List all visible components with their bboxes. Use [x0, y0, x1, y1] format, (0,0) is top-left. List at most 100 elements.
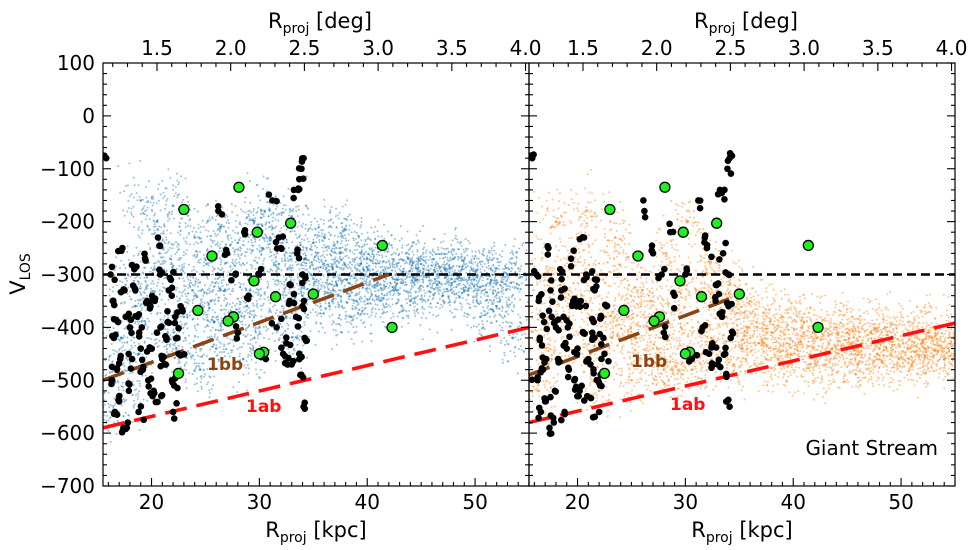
model-point [398, 258, 401, 261]
model-point [215, 355, 218, 358]
model-point [199, 303, 202, 306]
model-point [369, 260, 372, 263]
model-point [150, 332, 153, 335]
model-point [163, 287, 166, 290]
model-point [218, 287, 221, 290]
model-point [474, 250, 477, 253]
model-point [392, 259, 395, 262]
model-point [351, 307, 354, 310]
model-point [412, 261, 415, 264]
model-point [400, 258, 403, 261]
model-point [363, 300, 366, 303]
model-point [416, 312, 419, 315]
model-point [441, 252, 444, 255]
model-point [305, 247, 308, 250]
model-point [492, 300, 495, 303]
model-point [260, 278, 263, 281]
model-point [340, 289, 343, 292]
model-point [279, 311, 282, 314]
model-point [339, 298, 342, 301]
model-point [436, 253, 439, 256]
model-point [341, 257, 344, 260]
model-point [282, 307, 285, 310]
model-point [305, 249, 308, 252]
model-point [356, 279, 359, 282]
model-point [219, 323, 222, 326]
model-point [341, 226, 344, 229]
model-point [215, 344, 218, 347]
model-point [413, 297, 416, 300]
model-point [371, 275, 374, 278]
model-point [396, 289, 399, 292]
model-point [304, 254, 307, 257]
model-point [246, 223, 249, 226]
model-point [314, 280, 317, 283]
model-point [497, 291, 500, 294]
model-point [268, 243, 271, 246]
model-point [255, 291, 258, 294]
model-point [343, 217, 346, 220]
model-point [443, 277, 446, 280]
model-point [353, 249, 356, 252]
model-point [510, 281, 513, 284]
model-point [357, 313, 360, 316]
model-point [394, 285, 397, 288]
model-point [517, 284, 520, 287]
model-point [119, 336, 122, 339]
model-point [242, 373, 245, 376]
model-point [151, 210, 154, 213]
model-point [411, 259, 414, 262]
model-point [213, 320, 216, 323]
model-point [399, 265, 402, 268]
model-point [254, 327, 257, 330]
model-point [264, 233, 267, 236]
model-point [98, 383, 100, 385]
model-point [515, 260, 518, 263]
model-point [497, 261, 500, 264]
model-point [460, 267, 463, 270]
model-point [400, 277, 403, 280]
model-point [332, 284, 335, 287]
model-point [339, 278, 342, 281]
model-point [423, 308, 426, 311]
model-point [473, 270, 476, 273]
model-point [399, 225, 402, 228]
model-point [359, 258, 362, 261]
model-point [506, 287, 509, 290]
model-point [374, 262, 377, 265]
model-point [443, 288, 446, 291]
model-point [200, 298, 203, 301]
model-point [434, 253, 437, 256]
model-point [255, 300, 258, 303]
model-point [433, 251, 436, 254]
model-point [419, 298, 422, 301]
model-point [219, 329, 222, 332]
model-point [122, 389, 125, 392]
model-point [501, 326, 504, 329]
model-point [501, 361, 504, 364]
model-point [494, 268, 497, 271]
model-point [192, 254, 195, 257]
model-point [327, 302, 330, 305]
model-point [245, 261, 248, 264]
model-point [402, 308, 405, 311]
model-point [208, 336, 211, 339]
model-point [472, 299, 475, 302]
model-point [197, 289, 200, 292]
model-point [186, 316, 189, 319]
model-point [210, 319, 213, 322]
model-point [418, 280, 421, 283]
model-point [441, 264, 444, 267]
model-point [248, 315, 251, 318]
model-point [336, 240, 339, 243]
model-point [271, 233, 274, 236]
model-point [344, 317, 347, 320]
model-point [159, 263, 162, 266]
model-point [253, 316, 256, 319]
model-point [267, 310, 270, 313]
model-point [337, 294, 340, 297]
model-point [417, 266, 420, 269]
model-point [144, 305, 147, 308]
model-point [146, 326, 149, 329]
model-point [252, 316, 255, 319]
